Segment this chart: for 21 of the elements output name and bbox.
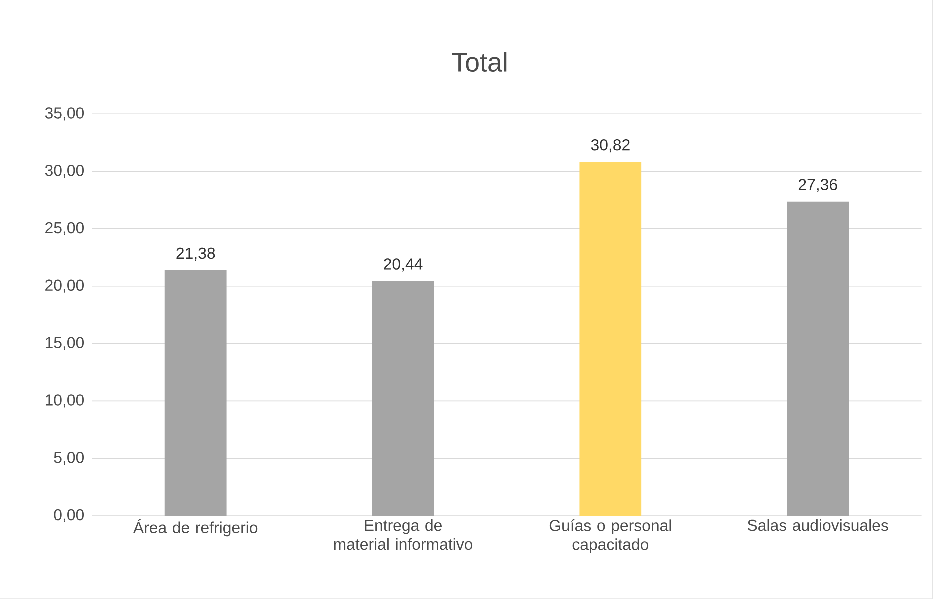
x-tick-label: Guías o personal capacitado (550, 519, 672, 554)
y-tick-label: 30,00 (45, 164, 84, 178)
data-label: 30,82 (591, 139, 630, 153)
y-tick-label: 25,00 (46, 222, 84, 236)
bar (787, 202, 850, 516)
bar (580, 162, 642, 516)
data-label: 21,38 (176, 248, 216, 261)
x-tick-label: Entrega de material informativo (334, 519, 473, 550)
y-tick-label: 15,00 (46, 337, 84, 350)
x-tick-label: Área de refrigerio (133, 519, 258, 537)
data-label: 27,36 (798, 179, 838, 192)
y-tick-label: 5,00 (54, 452, 84, 466)
chart-title: Total (452, 52, 507, 72)
x-tick-label: Salas audiovisuales (748, 519, 888, 532)
y-tick-label: 35,00 (45, 108, 84, 121)
y-tick-label: 0,00 (54, 509, 84, 522)
bar (164, 270, 227, 516)
bar (372, 281, 434, 516)
y-tick-label: 20,00 (46, 280, 84, 293)
data-label: 20,44 (384, 258, 423, 272)
y-tick-label: 10,00 (46, 394, 84, 408)
